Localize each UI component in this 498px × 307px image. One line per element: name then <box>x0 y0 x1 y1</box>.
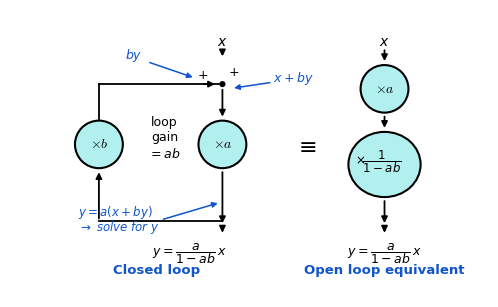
Text: $\times a$: $\times a$ <box>374 82 394 96</box>
Text: $x$: $x$ <box>217 35 228 49</box>
Ellipse shape <box>219 81 226 87</box>
Text: $y = \dfrac{a}{1-ab}\,x$: $y = \dfrac{a}{1-ab}\,x$ <box>347 241 422 266</box>
Text: $x$: $x$ <box>379 35 390 49</box>
Text: $y = a(x + by)$: $y = a(x + by)$ <box>78 204 152 221</box>
Ellipse shape <box>361 65 408 113</box>
Text: $+$: $+$ <box>229 66 240 79</box>
Text: $y = \dfrac{a}{1-ab}\,x$: $y = \dfrac{a}{1-ab}\,x$ <box>152 241 227 266</box>
Text: loop
gain
$= ab$: loop gain $= ab$ <box>148 116 181 161</box>
Text: $+$: $+$ <box>198 69 209 82</box>
Text: $\equiv$: $\equiv$ <box>294 136 317 156</box>
Text: $\times\!\dfrac{1}{1-ab}$: $\times\!\dfrac{1}{1-ab}$ <box>356 149 402 176</box>
Text: $\times a$: $\times a$ <box>213 138 232 151</box>
Text: Closed loop: Closed loop <box>113 264 200 277</box>
Text: $x + by$: $x + by$ <box>272 70 313 87</box>
Text: Open loop equivalent: Open loop equivalent <box>304 264 465 277</box>
Text: $\times b$: $\times b$ <box>90 138 108 151</box>
Ellipse shape <box>75 121 123 168</box>
Text: $\rightarrow$ solve for $y$: $\rightarrow$ solve for $y$ <box>78 219 159 236</box>
Text: $by$: $by$ <box>125 47 142 64</box>
Ellipse shape <box>349 132 421 197</box>
Ellipse shape <box>199 121 247 168</box>
